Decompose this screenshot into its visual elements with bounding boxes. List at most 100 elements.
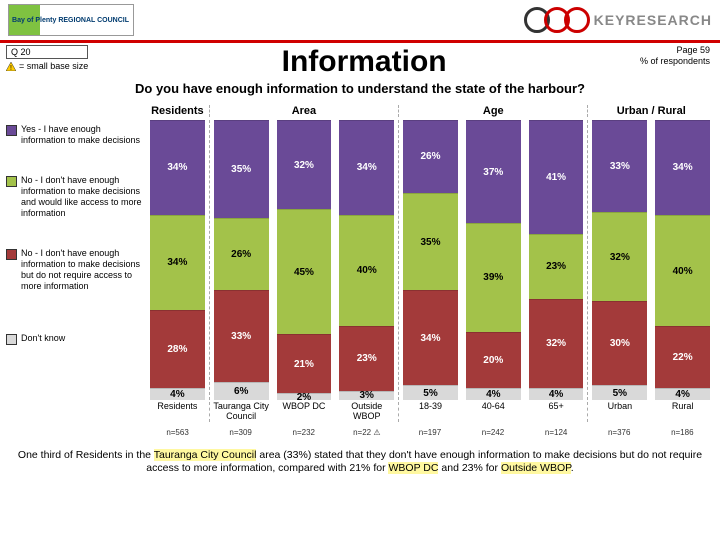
bar-segment: 34% (655, 120, 710, 215)
n-label: n=376 (588, 428, 651, 437)
bar-segment: 6% (214, 382, 269, 400)
bar-column: 34%40%23%3% (335, 120, 399, 400)
legend-swatch (6, 125, 17, 136)
bar-segment: 34% (339, 120, 394, 215)
question-label: Q 20 (6, 45, 88, 59)
page-title: Information (88, 45, 640, 79)
fn-hl1: Tauranga City Council (154, 449, 257, 461)
bar-segment: 33% (214, 290, 269, 382)
page-sub: % of respondents (640, 56, 710, 67)
category-label: Urban (588, 402, 651, 422)
legend-item: No - I don't have enough information to … (6, 175, 146, 220)
chart-area: 34%34%28%4%35%26%33%6%32%45%21%2%34%40%2… (146, 120, 714, 400)
council-logo: Bay of Plenty REGIONAL COUNCIL (8, 4, 134, 36)
small-base-text: = small base size (19, 61, 88, 71)
svg-text:!: ! (10, 65, 12, 71)
left-meta: Q 20 ! = small base size (6, 45, 88, 71)
group-labels: ResidentsAreaAgeUrban / Rural (146, 102, 714, 120)
n-labels: n=563n=309n=232n=22 ⚠n=197n=242n=124n=37… (146, 428, 714, 437)
chart-wrap: Yes - I have enough information to make … (0, 102, 720, 437)
bar-segment: 4% (150, 388, 205, 400)
bar-segment: 4% (466, 388, 521, 400)
bar-segment: 32% (277, 120, 332, 209)
fn-pre: One third of Residents in the (18, 449, 154, 461)
subtitle: Do you have enough information to unders… (0, 81, 720, 96)
legend-label: No - I don't have enough information to … (21, 175, 146, 220)
footnote: One third of Residents in the Tauranga C… (16, 449, 704, 476)
bar-column: 32%45%21%2% (273, 120, 336, 400)
bar-column: 34%34%28%4% (146, 120, 210, 400)
legend-label: Don't know (21, 333, 65, 345)
bar-segment: 4% (529, 388, 584, 400)
bar-column: 33%32%30%5% (588, 120, 651, 400)
bar-segment: 22% (655, 326, 710, 388)
small-base-legend: ! = small base size (6, 61, 88, 71)
bar-segment: 30% (592, 301, 647, 385)
category-label: Outside WBOP (335, 402, 399, 422)
bar-segment: 35% (214, 120, 269, 218)
legend-swatch (6, 249, 17, 260)
right-logo-text: KEYRESEARCH (594, 12, 712, 28)
n-label: n=309 (209, 428, 272, 437)
n-label: n=232 (272, 428, 335, 437)
bar-segment: 23% (339, 326, 394, 390)
group-header: Residents (146, 105, 210, 117)
category-label: Residents (146, 402, 210, 422)
bar-segment: 23% (529, 234, 584, 298)
top-meta-row: Q 20 ! = small base size Information Pag… (0, 43, 720, 79)
bar-segment: 41% (529, 120, 584, 234)
bar-segment: 20% (466, 332, 521, 388)
bar-segment: 5% (592, 385, 647, 400)
category-label: Rural (651, 402, 714, 422)
fn-hl2: WBOP DC (388, 462, 438, 474)
warning-icon: ! (6, 62, 16, 71)
legend-label: No - I don't have enough information to … (21, 248, 146, 293)
group-header: Age (399, 105, 588, 117)
rings-icon (530, 7, 590, 33)
keyresearch-logo: KEYRESEARCH (530, 7, 712, 33)
bar-column: 41%23%32%4% (525, 120, 589, 400)
bar-segment: 33% (592, 120, 647, 212)
bar-segment: 26% (214, 218, 269, 291)
bar-segment: 32% (529, 299, 584, 388)
bar-column: 34%40%22%4% (651, 120, 714, 400)
n-label: n=22 ⚠ (335, 428, 398, 437)
n-label: n=186 (651, 428, 714, 437)
axis-labels: ResidentsTauranga City CouncilWBOP DCOut… (146, 402, 714, 422)
page-number: Page 59 (640, 45, 710, 56)
legend-label: Yes - I have enough information to make … (21, 124, 146, 147)
bar-segment: 26% (403, 120, 458, 193)
category-label: Tauranga City Council (210, 402, 273, 422)
fn-hl3: Outside WBOP (501, 462, 571, 474)
group-header: Area (210, 105, 399, 117)
category-label: 40-64 (462, 402, 525, 422)
n-label: n=124 (525, 428, 588, 437)
bar-segment: 35% (403, 193, 458, 291)
fn-mid2: and 23% for (438, 462, 500, 474)
category-label: 65+ (525, 402, 589, 422)
bar-segment: 32% (592, 212, 647, 301)
n-label: n=197 (398, 428, 461, 437)
category-label: WBOP DC (273, 402, 336, 422)
legend-swatch (6, 176, 17, 187)
bar-column: 37%39%20%4% (462, 120, 525, 400)
n-label: n=563 (146, 428, 209, 437)
bar-segment: 40% (339, 215, 394, 326)
group-header: Urban / Rural (588, 105, 714, 117)
n-label: n=242 (461, 428, 524, 437)
bar-segment: 39% (466, 223, 521, 332)
fn-post: . (571, 462, 574, 474)
bar-segment: 40% (655, 215, 710, 326)
bar-column: 35%26%33%6% (210, 120, 273, 400)
page-meta: Page 59 % of respondents (640, 45, 710, 67)
bar-segment: 34% (150, 120, 205, 215)
legend-item: Yes - I have enough information to make … (6, 124, 146, 147)
bar-segment: 3% (339, 391, 394, 400)
header-bar: Bay of Plenty REGIONAL COUNCIL KEYRESEAR… (0, 0, 720, 43)
bar-segment: 45% (277, 209, 332, 334)
bar-segment: 21% (277, 334, 332, 393)
bar-segment: 37% (466, 120, 521, 223)
bar-segment: 4% (655, 388, 710, 400)
legend-item: Don't know (6, 333, 146, 345)
chart: ResidentsAreaAgeUrban / Rural 34%34%28%4… (146, 102, 714, 437)
